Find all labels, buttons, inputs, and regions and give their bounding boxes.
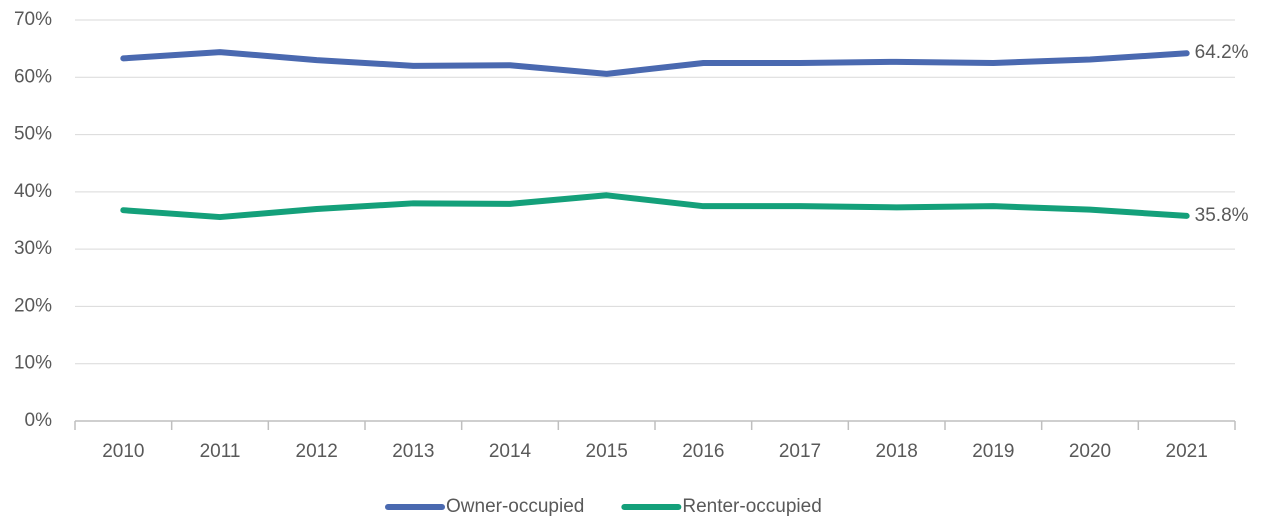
legend-label: Renter-occupied	[682, 496, 821, 517]
y-tick-label: 70%	[14, 9, 52, 30]
x-tick-label: 2012	[296, 441, 338, 462]
x-tick-label: 2014	[489, 441, 532, 462]
y-tick-label: 30%	[14, 238, 52, 259]
y-tick-label: 0%	[25, 410, 53, 431]
line	[120, 49, 1190, 77]
y-tick-label: 50%	[14, 124, 52, 145]
x-tick-label: 2017	[779, 441, 821, 462]
y-tick-label: 20%	[14, 295, 52, 316]
x-tick-label: 2019	[972, 441, 1014, 462]
data-label: 35.8%	[1195, 205, 1249, 226]
data-label: 64.2%	[1195, 42, 1249, 63]
x-tick-label: 2016	[682, 441, 724, 462]
x-tick-label: 2011	[200, 441, 241, 462]
x-tick-label: 2020	[1069, 441, 1111, 462]
line	[120, 192, 1190, 221]
x-tick-label: 2010	[102, 441, 144, 462]
legend-label: Owner-occupied	[446, 496, 584, 517]
y-tick-label: 40%	[14, 181, 52, 202]
y-tick-label: 10%	[14, 353, 52, 374]
x-tick-label: 2018	[876, 441, 918, 462]
x-tick-label: 2015	[586, 441, 628, 462]
x-tick-label: 2021	[1166, 441, 1208, 462]
y-tick-label: 60%	[14, 66, 52, 87]
x-tick-label: 2013	[392, 441, 434, 462]
